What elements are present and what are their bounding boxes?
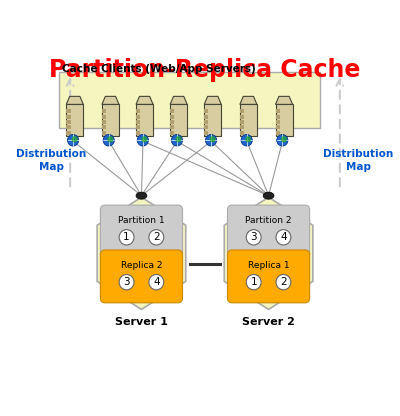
- Circle shape: [103, 134, 114, 146]
- Circle shape: [149, 230, 164, 245]
- Bar: [276, 131, 280, 135]
- Circle shape: [276, 275, 291, 290]
- Bar: [276, 109, 280, 114]
- Bar: [170, 126, 174, 129]
- Bar: [66, 120, 70, 124]
- Text: Server 1: Server 1: [115, 317, 168, 327]
- Bar: [66, 126, 70, 129]
- Bar: [204, 109, 208, 114]
- FancyBboxPatch shape: [136, 104, 153, 136]
- Text: 3: 3: [250, 232, 257, 242]
- Bar: [170, 120, 174, 124]
- Bar: [276, 126, 280, 129]
- Text: Distribution
Map: Distribution Map: [323, 149, 394, 172]
- FancyBboxPatch shape: [102, 104, 119, 136]
- Text: Cache Clients (Web/App Servers): Cache Clients (Web/App Servers): [62, 64, 256, 74]
- Circle shape: [68, 134, 79, 146]
- FancyBboxPatch shape: [228, 250, 310, 303]
- FancyBboxPatch shape: [276, 104, 292, 136]
- Text: 1: 1: [123, 232, 130, 242]
- Bar: [204, 115, 208, 119]
- Ellipse shape: [136, 192, 147, 199]
- Bar: [136, 120, 140, 124]
- Text: 4: 4: [280, 232, 287, 242]
- Bar: [102, 109, 106, 114]
- Text: Replica 2: Replica 2: [121, 261, 162, 270]
- Text: 4: 4: [153, 277, 160, 287]
- Circle shape: [245, 136, 251, 142]
- Circle shape: [176, 136, 182, 142]
- Bar: [170, 109, 174, 114]
- FancyBboxPatch shape: [228, 205, 310, 258]
- Bar: [66, 109, 70, 114]
- Ellipse shape: [263, 192, 274, 199]
- Text: Partition-Replica Cache: Partition-Replica Cache: [49, 58, 361, 82]
- Bar: [136, 126, 140, 129]
- Polygon shape: [170, 97, 187, 104]
- Bar: [136, 115, 140, 119]
- Bar: [66, 131, 70, 135]
- Bar: [66, 115, 70, 119]
- Circle shape: [119, 230, 134, 245]
- Polygon shape: [97, 197, 186, 310]
- Circle shape: [137, 134, 148, 146]
- Text: Replica 1: Replica 1: [248, 261, 289, 270]
- Bar: [240, 115, 244, 119]
- Polygon shape: [204, 97, 221, 104]
- Polygon shape: [136, 97, 153, 104]
- FancyBboxPatch shape: [170, 104, 187, 136]
- FancyBboxPatch shape: [59, 72, 320, 129]
- Bar: [136, 131, 140, 135]
- Text: Distribution
Map: Distribution Map: [16, 149, 87, 172]
- Text: 3: 3: [123, 277, 130, 287]
- Circle shape: [206, 134, 217, 146]
- Bar: [276, 115, 280, 119]
- Bar: [102, 126, 106, 129]
- Bar: [240, 120, 244, 124]
- Circle shape: [149, 275, 164, 290]
- Text: Server 2: Server 2: [242, 317, 295, 327]
- Bar: [102, 115, 106, 119]
- Circle shape: [141, 136, 148, 142]
- Circle shape: [241, 134, 252, 146]
- Circle shape: [276, 230, 291, 245]
- Circle shape: [281, 136, 287, 142]
- Circle shape: [246, 275, 261, 290]
- Text: 1: 1: [250, 277, 257, 287]
- Polygon shape: [102, 97, 119, 104]
- FancyBboxPatch shape: [204, 104, 221, 136]
- Bar: [102, 120, 106, 124]
- Bar: [204, 131, 208, 135]
- FancyBboxPatch shape: [240, 104, 257, 136]
- Bar: [276, 120, 280, 124]
- Bar: [102, 131, 106, 135]
- Text: 2: 2: [153, 232, 160, 242]
- Circle shape: [119, 275, 134, 290]
- Polygon shape: [240, 97, 257, 104]
- Bar: [240, 131, 244, 135]
- Circle shape: [72, 136, 78, 142]
- Polygon shape: [66, 97, 83, 104]
- FancyBboxPatch shape: [66, 104, 83, 136]
- Circle shape: [171, 134, 182, 146]
- Bar: [240, 126, 244, 129]
- Bar: [204, 120, 208, 124]
- FancyBboxPatch shape: [100, 250, 182, 303]
- FancyBboxPatch shape: [100, 205, 182, 258]
- Bar: [240, 109, 244, 114]
- Circle shape: [246, 230, 261, 245]
- Polygon shape: [276, 97, 292, 104]
- Text: Partition 2: Partition 2: [245, 216, 292, 225]
- Circle shape: [107, 136, 113, 142]
- Circle shape: [210, 136, 216, 142]
- Text: Partition 1: Partition 1: [118, 216, 165, 225]
- Text: 2: 2: [280, 277, 287, 287]
- Bar: [170, 131, 174, 135]
- Bar: [170, 115, 174, 119]
- Bar: [136, 109, 140, 114]
- Bar: [204, 126, 208, 129]
- Polygon shape: [224, 197, 313, 310]
- Circle shape: [277, 134, 288, 146]
